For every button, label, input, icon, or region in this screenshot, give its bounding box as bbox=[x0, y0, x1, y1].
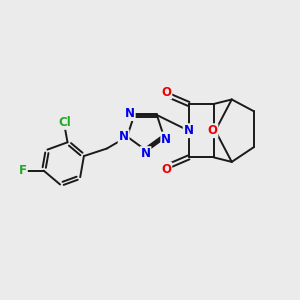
Text: N: N bbox=[161, 133, 171, 146]
Text: N: N bbox=[125, 107, 135, 120]
Text: O: O bbox=[207, 124, 218, 137]
Text: N: N bbox=[118, 130, 129, 143]
Text: O: O bbox=[161, 163, 171, 176]
Text: N: N bbox=[184, 124, 194, 137]
Text: F: F bbox=[19, 164, 27, 177]
Text: N: N bbox=[140, 147, 151, 160]
Text: O: O bbox=[161, 85, 171, 98]
Text: Cl: Cl bbox=[58, 116, 71, 129]
